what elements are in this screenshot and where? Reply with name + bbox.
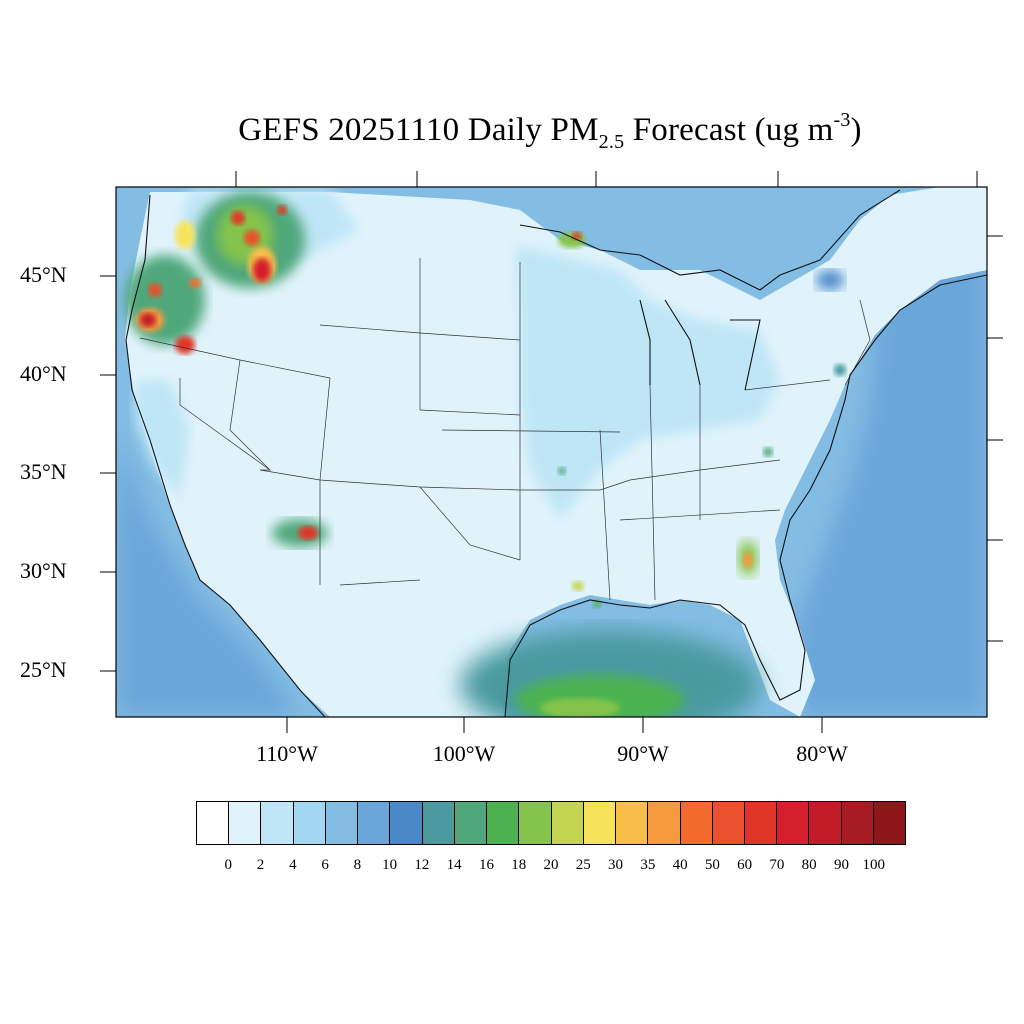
colorbar-tick-label: 100 xyxy=(862,857,885,873)
colorbar-tick-label: 14 xyxy=(446,857,462,873)
colorbar-swatch xyxy=(325,802,359,844)
colorbar-swatch xyxy=(712,802,745,844)
land-mid-field xyxy=(515,245,780,520)
pacific-deep-field xyxy=(116,430,300,717)
colorbar-tick-label: 20 xyxy=(543,857,559,873)
colorbar-swatch xyxy=(551,802,584,844)
colorbar-swatch xyxy=(583,802,617,844)
colorbar-swatch xyxy=(487,802,520,844)
lat-label-25n: 25°N xyxy=(20,657,67,682)
colorbar-swatch xyxy=(358,802,391,844)
colorbar-tick-label: 35 xyxy=(640,857,656,873)
lon-label-100w: 100°W xyxy=(432,741,496,766)
colorbar-swatch xyxy=(873,802,906,844)
lat-label-45n: 45°N xyxy=(20,262,67,287)
colorbar-tick-label: 10 xyxy=(382,857,398,873)
colorbar-swatch xyxy=(680,802,713,844)
axis-ticks xyxy=(100,171,1003,733)
colorbar-tick-label: 50 xyxy=(704,857,720,873)
colorbar-tick-label: 8 xyxy=(353,857,362,873)
hotspots-northwest xyxy=(125,192,305,354)
colorbar-tick-label: 90 xyxy=(833,857,849,873)
map-frame xyxy=(115,186,988,718)
colorbar-tick-label: 60 xyxy=(737,857,753,873)
colorbar-swatch xyxy=(648,802,681,844)
lat-label-30n: 30°N xyxy=(20,558,67,583)
colorbar-swatch xyxy=(422,802,455,844)
colorbar xyxy=(196,801,906,845)
colorbar-swatch xyxy=(454,802,488,844)
colorbar-swatch xyxy=(744,802,778,844)
colorbar-swatch xyxy=(197,802,230,844)
land-mid-field xyxy=(135,380,190,500)
lon-label-80w: 80°W xyxy=(796,741,848,766)
state-boundaries xyxy=(139,258,871,601)
colorbar-tick-label: 12 xyxy=(414,857,430,873)
colorbar-swatch xyxy=(616,802,649,844)
coastline xyxy=(125,189,987,717)
colorbar-swatch xyxy=(809,802,842,844)
colorbar-tick-label: 0 xyxy=(224,857,233,873)
colorbar-swatch xyxy=(390,802,423,844)
colorbar-tick-label: 18 xyxy=(511,857,527,873)
colorbar-tick-label: 25 xyxy=(575,857,591,873)
colorbar-swatch xyxy=(293,802,326,844)
atlantic-deep-field xyxy=(790,200,987,717)
colorbar-swatch xyxy=(519,802,552,844)
colorbar-swatch xyxy=(777,802,810,844)
colorbar-swatch xyxy=(229,802,262,844)
colorbar-tick-label: 70 xyxy=(769,857,785,873)
lat-label-35n: 35°N xyxy=(20,459,67,484)
map-title: GEFS 20251110 Daily PM2.5 Forecast (ug m… xyxy=(238,109,862,153)
colorbar-tick-label: 2 xyxy=(256,857,265,873)
colorbar-tick-label: 80 xyxy=(801,857,817,873)
lat-label-40n: 40°N xyxy=(20,361,67,386)
colorbar-tick-label: 4 xyxy=(289,857,297,873)
colorbar-tick-label: 40 xyxy=(672,857,688,873)
colorbar-tick-label: 16 xyxy=(478,857,494,873)
colorbar-swatch xyxy=(841,802,874,844)
colorbar-tick-label: 30 xyxy=(608,857,624,873)
lon-label-110w: 110°W xyxy=(256,741,318,766)
gulf-core xyxy=(540,698,620,717)
colorbar-swatch xyxy=(261,802,294,844)
colorbar-tick-label: 6 xyxy=(321,857,329,873)
lon-label-90w: 90°W xyxy=(617,741,669,766)
